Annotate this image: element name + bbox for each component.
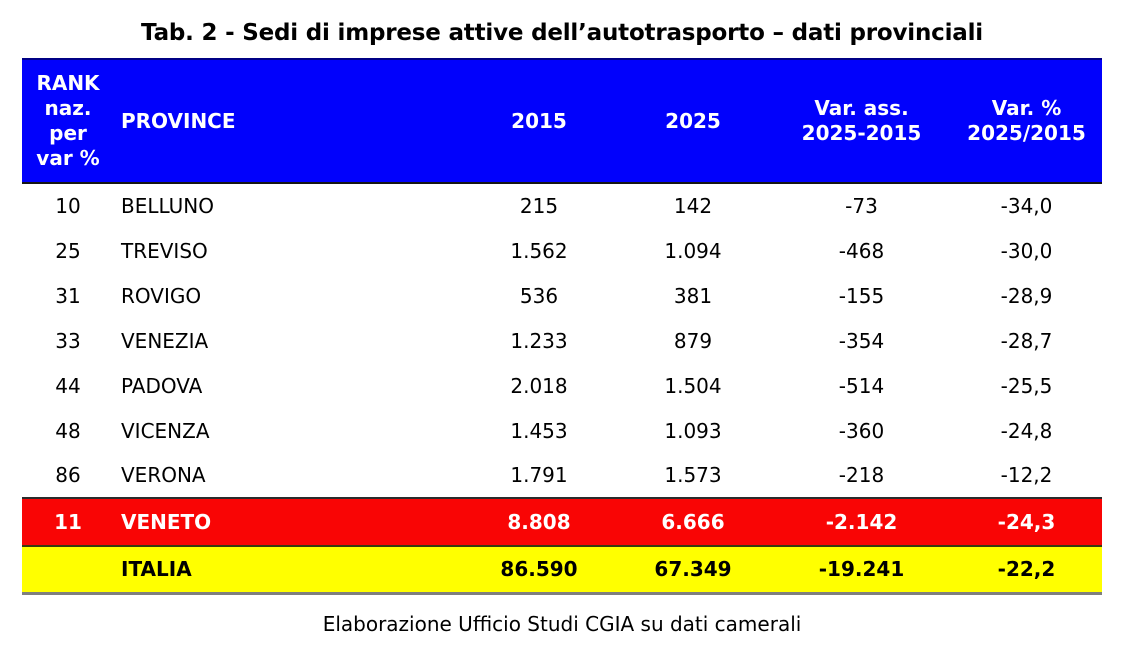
- cell-2015: 1.233: [510, 328, 568, 353]
- table-row: 31 ROVIGO 536 381 -155 -28,9: [22, 273, 1102, 318]
- cell-province: VERONA: [121, 463, 206, 487]
- cell-var-ass: -354: [838, 328, 885, 353]
- cell-var-pct: -28,9: [1000, 283, 1053, 308]
- cell-2025: 1.094: [664, 238, 722, 263]
- col-header-2015: 2015: [464, 58, 614, 184]
- cell-2025: 1.573: [664, 463, 722, 487]
- cell-province: ITALIA: [121, 557, 192, 582]
- cell-var-ass: -2.142: [825, 510, 898, 534]
- cell-2015: 1.562: [510, 238, 568, 263]
- cell-var-pct: -22,2: [997, 557, 1056, 582]
- cell-2025: 1.093: [664, 418, 722, 443]
- cell-var-pct: -30,0: [1000, 238, 1053, 263]
- cell-rank: 33: [55, 328, 81, 353]
- cell-province: PADOVA: [121, 373, 203, 398]
- cell-2025: 381: [673, 283, 713, 308]
- cell-var-ass: -218: [838, 463, 885, 487]
- cell-rank: 11: [54, 510, 82, 534]
- cell-2015: 86.590: [500, 557, 578, 582]
- cell-var-pct: -34,0: [1000, 194, 1053, 218]
- col-header-var-ass: Var. ass. 2025-2015: [772, 58, 951, 184]
- cell-2015: 2.018: [510, 373, 568, 398]
- table-row: 33 VENEZIA 1.233 879 -354 -28,7: [22, 318, 1102, 363]
- cell-var-pct: -24,8: [1000, 418, 1053, 443]
- cell-province: VICENZA: [121, 418, 210, 443]
- cell-province: ROVIGO: [121, 283, 202, 308]
- cell-rank: 25: [55, 238, 81, 263]
- cell-var-pct: -25,5: [1000, 373, 1053, 398]
- cell-rank: 10: [55, 194, 81, 218]
- cell-2025: 879: [673, 328, 713, 353]
- cell-2015: 536: [519, 283, 559, 308]
- table-row-italia-total: ITALIA 86.590 67.349 -19.241 -22,2: [22, 546, 1102, 593]
- table-row: 86 VERONA 1.791 1.573 -218 -12,2: [22, 453, 1102, 498]
- cell-var-pct: -12,2: [1000, 463, 1053, 487]
- cell-rank: 48: [55, 418, 81, 443]
- cell-2025: 6.666: [661, 510, 725, 534]
- cell-2015: 8.808: [507, 510, 571, 534]
- table-row: 44 PADOVA 2.018 1.504 -514 -25,5: [22, 363, 1102, 408]
- table-row: 10 BELLUNO 215 142 -73 -34,0: [22, 183, 1102, 228]
- cell-province: VENETO: [121, 510, 212, 534]
- cell-province: BELLUNO: [121, 194, 214, 218]
- cell-2025: 1.504: [664, 373, 722, 398]
- cell-rank: 44: [55, 373, 81, 398]
- cell-var-ass: -155: [838, 283, 885, 308]
- cell-var-pct: -24,3: [997, 510, 1056, 534]
- cell-var-ass: -19.241: [818, 557, 905, 582]
- source-note: Elaborazione Ufficio Studi CGIA su dati …: [322, 611, 802, 636]
- col-header-2025: 2025: [614, 58, 772, 184]
- page-title: Tab. 2 - Sedi di imprese attive dell’aut…: [141, 20, 983, 46]
- cell-rank: 31: [55, 283, 81, 308]
- cell-var-ass: -360: [838, 418, 885, 443]
- table-row: 48 VICENZA 1.453 1.093 -360 -24,8: [22, 408, 1102, 453]
- cell-rank: 86: [55, 463, 81, 487]
- col-header-rank: RANK naz. per var %: [22, 58, 114, 184]
- table-row: 25 TREVISO 1.562 1.094 -468 -30,0: [22, 228, 1102, 273]
- cell-var-ass: -514: [838, 373, 885, 398]
- cell-2025: 142: [673, 194, 713, 218]
- cell-province: TREVISO: [121, 238, 208, 263]
- cell-2015: 1.453: [510, 418, 568, 443]
- col-header-province: PROVINCE: [114, 58, 464, 184]
- cell-var-ass: -468: [838, 238, 885, 263]
- cell-province: VENEZIA: [121, 328, 209, 353]
- table-header-row: RANK naz. per var % PROVINCE 2015 2025 V…: [22, 58, 1102, 184]
- col-header-var-pct: Var. % 2025/2015: [951, 58, 1102, 184]
- table-row-veneto-total: 11 VENETO 8.808 6.666 -2.142 -24,3: [22, 498, 1102, 546]
- cell-var-ass: -73: [845, 194, 878, 218]
- cell-2025: 67.349: [654, 557, 732, 582]
- provinces-table: RANK naz. per var % PROVINCE 2015 2025 V…: [22, 58, 1102, 595]
- cell-2015: 1.791: [510, 463, 568, 487]
- cell-2015: 215: [519, 194, 559, 218]
- cell-var-pct: -28,7: [1000, 328, 1053, 353]
- cell-rank: [22, 546, 114, 593]
